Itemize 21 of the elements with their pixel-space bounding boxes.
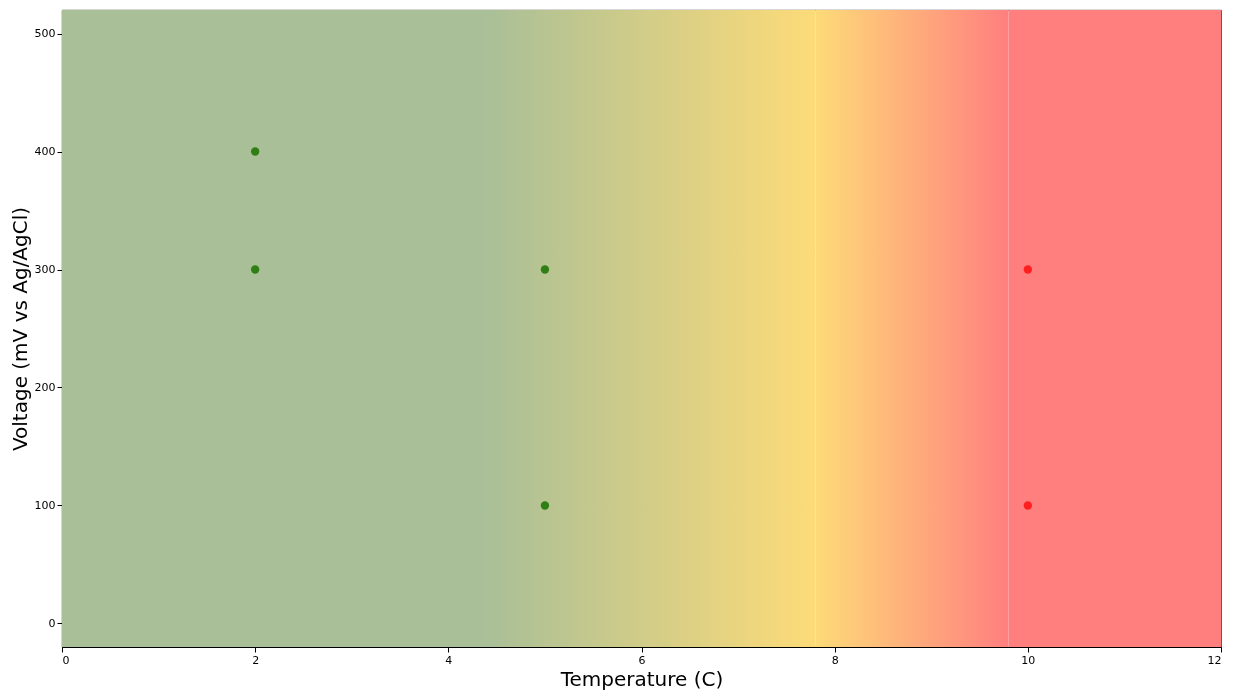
y-tick-label: 400 (34, 145, 56, 159)
y-tick-label: 100 (34, 498, 56, 512)
y-tick-label: 200 (34, 380, 56, 394)
point (1023, 501, 1033, 510)
point (250, 265, 260, 274)
x-tick-label: 6 (638, 653, 646, 667)
x-tick-label: 12 (1207, 653, 1222, 667)
y-tick-label: 0 (48, 616, 56, 630)
x-tick-label: 2 (252, 653, 260, 667)
x-axis-title: Temperature (C) (559, 666, 724, 691)
y-tick-label: 500 (34, 27, 56, 41)
point (540, 501, 550, 510)
x-tick-label: 10 (1021, 653, 1036, 667)
y-axis-title: Voltage (mV vs Ag/AgCl) (7, 206, 32, 452)
point (1023, 265, 1033, 274)
y-tick-label: 300 (34, 263, 56, 277)
point (540, 265, 550, 274)
x-tick-label: 4 (445, 653, 453, 667)
point (250, 147, 260, 156)
x-tick-label: 0 (62, 653, 70, 667)
x-tick-label: 8 (831, 653, 839, 667)
